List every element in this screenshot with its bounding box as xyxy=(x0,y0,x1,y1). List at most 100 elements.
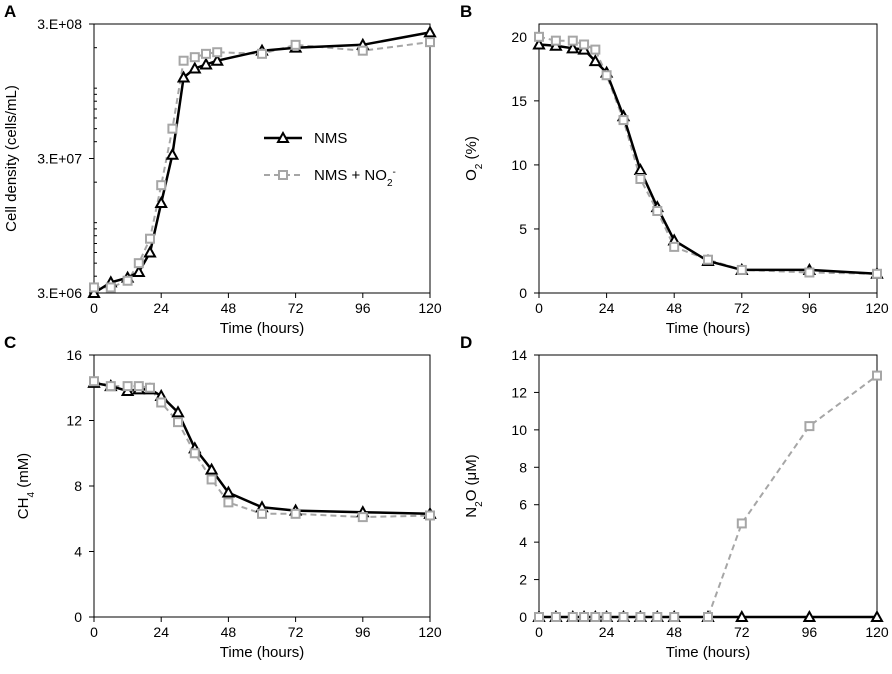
y-tick-label: 3.E+07 xyxy=(37,151,82,167)
nms-marker xyxy=(188,61,202,74)
x-tick-label: 48 xyxy=(666,624,682,640)
nms-no2-marker xyxy=(703,612,713,622)
nms-no2-marker xyxy=(579,612,590,622)
y-tick-label: 4 xyxy=(519,534,527,550)
nms-no2-marker xyxy=(89,376,99,387)
x-tick-label: 24 xyxy=(153,624,169,640)
nms-no2-marker xyxy=(736,518,747,529)
nms-no2-marker xyxy=(872,268,882,279)
nms-line xyxy=(93,31,431,295)
plot-frame xyxy=(538,23,878,294)
nms-no2-marker xyxy=(618,115,629,126)
nms-no2-line xyxy=(539,374,878,618)
nms-no2-line xyxy=(538,35,878,275)
x-axis-title: Time (hours) xyxy=(220,644,304,661)
panel-letter-C: C xyxy=(4,333,16,352)
nms-no2-marker xyxy=(167,123,178,134)
y-axis-title-sub: 4 xyxy=(26,492,37,498)
nms-no2-marker xyxy=(133,258,144,269)
nms-no2-marker xyxy=(652,206,663,217)
plot-frame xyxy=(93,23,431,294)
x-tick-label: 120 xyxy=(865,624,889,640)
nms-no2-marker xyxy=(425,37,435,48)
nms-no2-marker xyxy=(703,254,713,265)
nms-no2-marker xyxy=(357,512,368,523)
nms-no2-marker xyxy=(189,52,200,63)
nms-no2-marker xyxy=(145,382,155,393)
nms-marker xyxy=(154,195,168,209)
x-tick-label: 0 xyxy=(90,300,98,316)
legend-nms-no2-label-sub: 2 xyxy=(387,178,393,189)
nms-no2-marker xyxy=(652,612,663,622)
nms-marker xyxy=(132,264,146,277)
panel-letter-D: D xyxy=(460,333,472,352)
nms-marker xyxy=(210,53,224,66)
nms-no2-marker xyxy=(590,612,601,622)
panel-A: A 0 24 48 72 96 120 3.E+06 3.E+07 3.E+08 Time (hou… xyxy=(3,2,442,337)
nms-no2-marker xyxy=(534,31,544,42)
panel-letter-B: B xyxy=(460,2,472,21)
nms-no2-marker xyxy=(590,44,601,55)
nms-marker xyxy=(176,70,191,83)
nms-no2-marker xyxy=(550,35,561,46)
nms-marker xyxy=(566,41,580,54)
nms-no2-marker xyxy=(133,381,144,392)
panel-B: B 0 24 48 72 96 120 0 5 10 15 20 Time (hours) O2 (%) xyxy=(460,2,889,337)
y-axis-title: O2 (%) xyxy=(463,136,485,181)
nms-no2-marker xyxy=(669,612,680,622)
nms-no2-marker xyxy=(122,275,133,286)
nms-marker xyxy=(165,147,180,160)
nms-no2-marker xyxy=(223,497,234,508)
x-tick-label: 0 xyxy=(90,624,98,640)
nms-no2-marker xyxy=(635,612,646,622)
x-tick-label: 48 xyxy=(666,300,682,316)
y-tick-label: 12 xyxy=(66,413,82,429)
nms-no2-marker xyxy=(290,39,301,50)
nms-no2-marker xyxy=(618,612,629,622)
y-tick-label: 16 xyxy=(66,347,82,363)
nms-no2-marker xyxy=(201,48,211,59)
nms-no2-marker xyxy=(357,45,368,56)
nms-no2-marker xyxy=(601,70,612,81)
nms-no2-marker xyxy=(257,48,267,59)
y-tick-label: 5 xyxy=(519,221,527,237)
x-tick-label: 72 xyxy=(734,300,750,316)
x-tick-label: 0 xyxy=(535,624,543,640)
x-tick-label: 120 xyxy=(418,624,442,640)
y-axis-title-sub: 2 xyxy=(474,501,485,507)
nms-marker xyxy=(735,609,749,622)
nms-no2-marker xyxy=(156,180,167,191)
nms-no2-line xyxy=(94,41,431,289)
x-tick-label: 96 xyxy=(802,300,818,316)
y-tick-label: 4 xyxy=(74,544,82,560)
y-tick-label: 2 xyxy=(519,572,527,588)
nms-no2-marker xyxy=(257,508,267,519)
nms-marker xyxy=(423,25,437,38)
x-tick-label: 24 xyxy=(599,300,615,316)
x-tick-label: 72 xyxy=(288,624,304,640)
nms-no2-marker xyxy=(804,421,815,432)
nms-no2-marker xyxy=(567,35,578,46)
nms-no2-line xyxy=(93,380,431,519)
y-tick-label: 15 xyxy=(511,93,527,109)
nms-no2-marker xyxy=(425,510,435,521)
x-tick-label: 24 xyxy=(153,300,169,316)
nms-no2-marker xyxy=(804,267,815,278)
x-axis-title: Time (hours) xyxy=(666,644,750,661)
x-tick-label: 48 xyxy=(221,300,237,316)
x-tick-label: 72 xyxy=(734,624,750,640)
x-axis-title: Time (hours) xyxy=(220,320,304,337)
x-tick-label: 96 xyxy=(355,300,371,316)
nms-no2-marker xyxy=(534,612,544,622)
y-tick-label: 6 xyxy=(519,497,527,513)
nms-marker xyxy=(276,130,290,143)
nms-no2-marker xyxy=(206,474,217,485)
nms-no2-marker xyxy=(89,282,99,293)
x-tick-label: 0 xyxy=(535,300,543,316)
legend-nms-label: NMS xyxy=(314,130,347,147)
y-tick-label: 12 xyxy=(511,384,527,400)
legend: NMS NMS + NO2- xyxy=(264,130,396,189)
nms-no2-marker xyxy=(579,39,590,50)
